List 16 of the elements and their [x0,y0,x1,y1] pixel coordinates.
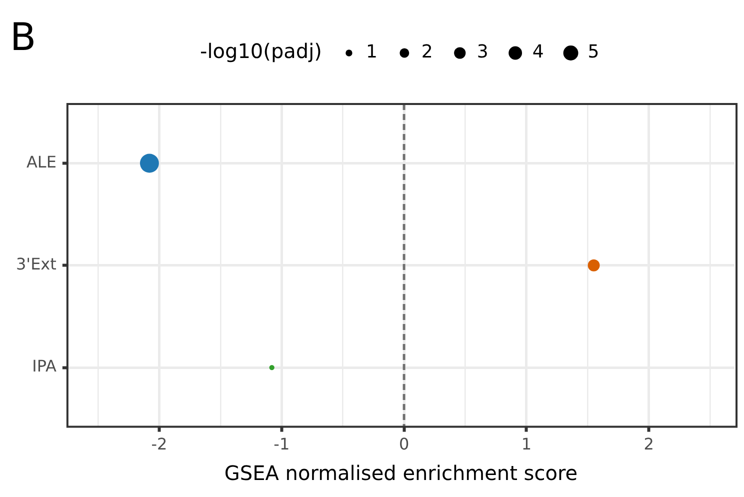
x-tick-label: -1 [274,434,290,454]
text: B [10,15,36,59]
x-tick-label: -2 [151,434,168,454]
legend-label: 4 [532,42,544,63]
x-tick-label: 2 [644,434,654,454]
legend-label: 2 [421,42,433,63]
legend-label: 1 [366,42,378,63]
legend-label: 5 [588,42,600,63]
x-axis-title: GSEA normalised enrichment score [224,461,578,486]
legend-title: -log10(padj) [200,39,322,64]
y-tick-label: ALE [26,152,56,172]
y-tick-label: 3'Ext [16,254,56,274]
y-tick-label: IPA [32,356,56,376]
x-tick-label: 0 [398,434,410,454]
legend-label: 3 [476,42,488,63]
x-tick-label: 1 [521,434,532,454]
